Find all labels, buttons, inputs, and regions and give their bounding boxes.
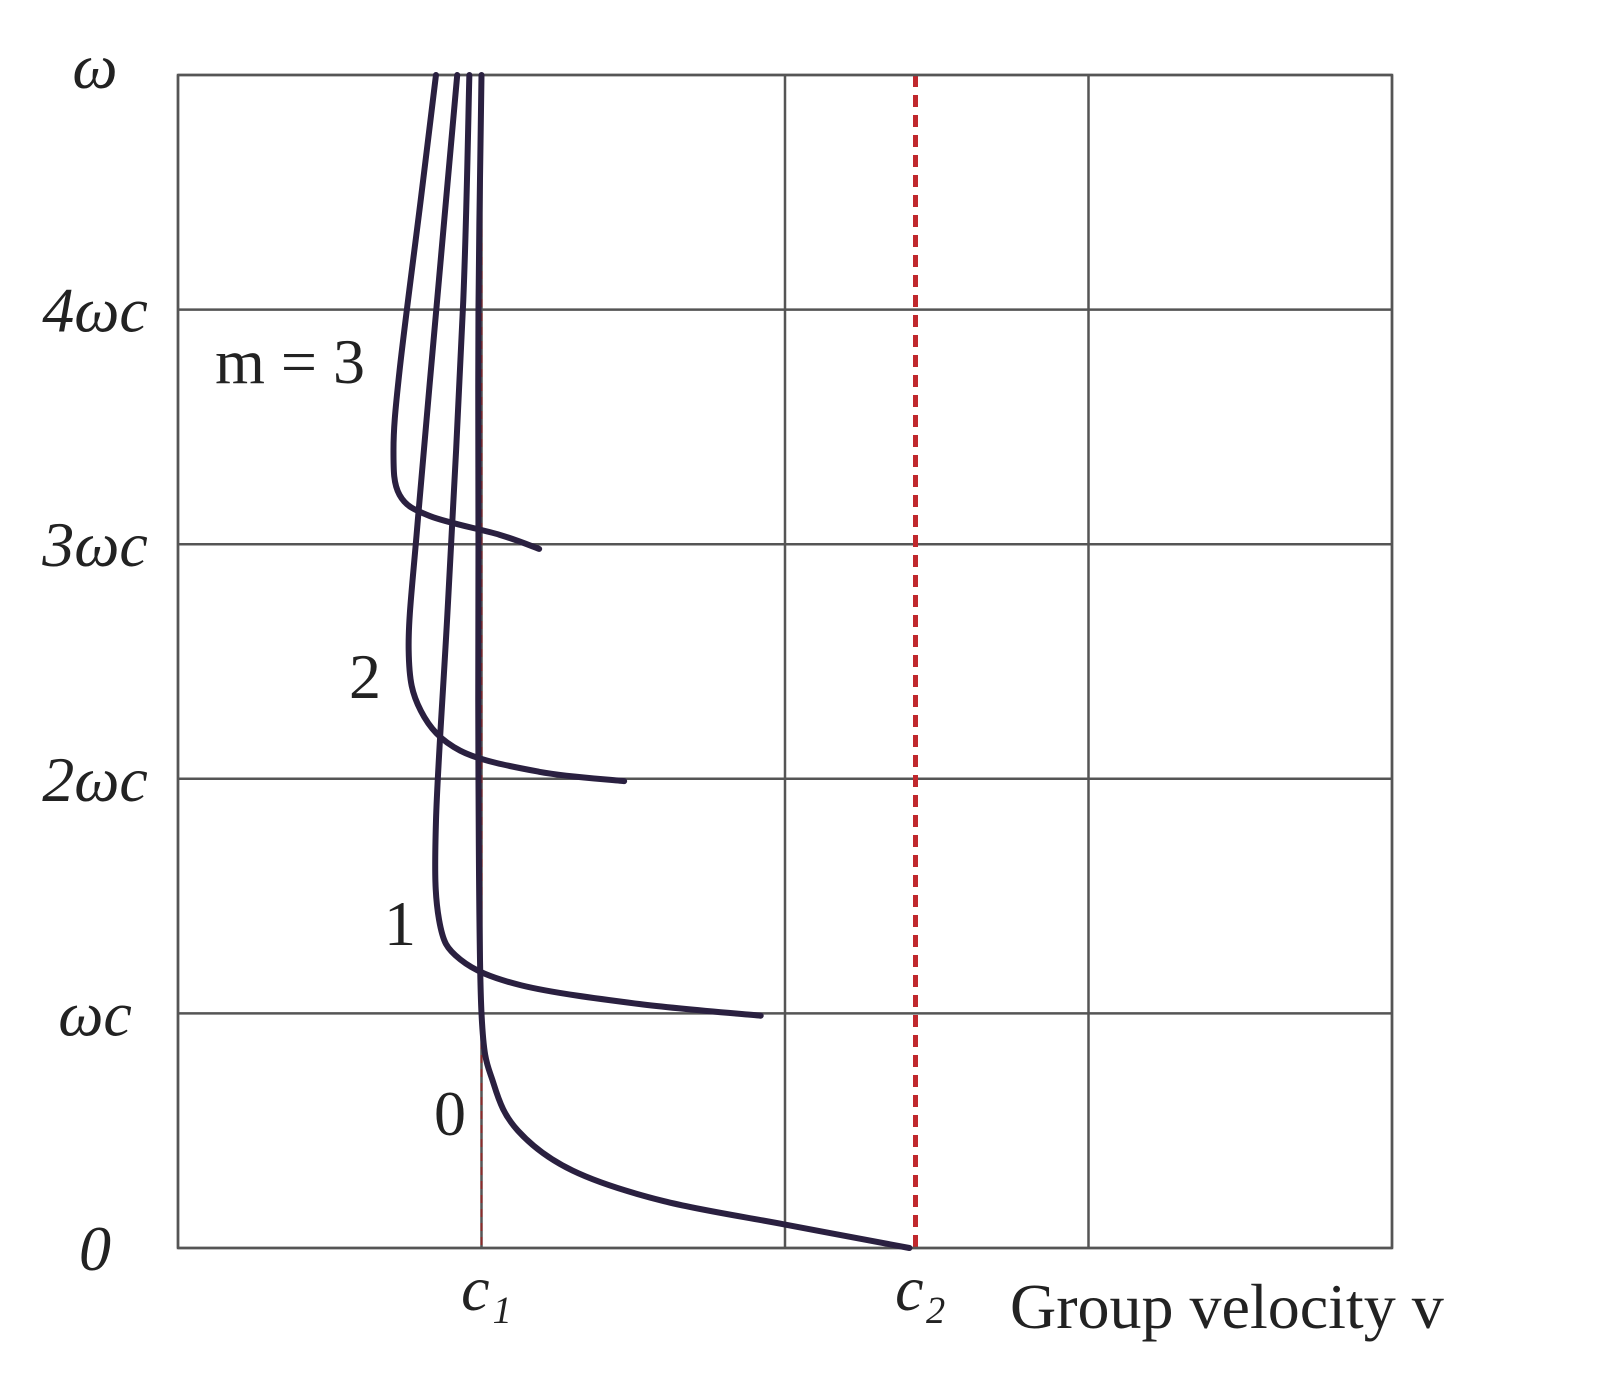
- y-tick-label: ωc: [58, 978, 132, 1049]
- curve: [432, 72, 764, 1019]
- curve-label: 2: [349, 641, 381, 712]
- y-tick-label: 4ωc: [42, 275, 148, 346]
- curve-label: 0: [434, 1078, 466, 1149]
- curve-label: 1: [384, 888, 416, 959]
- x-tick-label: c₁: [461, 1253, 512, 1324]
- plot-frame: [176, 73, 1394, 1250]
- y-tick-label: 3ωc: [41, 509, 148, 580]
- x-axis-label: Group velocity v: [1010, 1271, 1444, 1342]
- curve: [390, 72, 543, 552]
- curve-label: m = 3: [215, 326, 365, 397]
- y-tick-label: 2ωc: [42, 744, 148, 815]
- y-axis-label: ω: [72, 31, 117, 102]
- x-tick-label: c₂: [895, 1253, 946, 1324]
- curve: [405, 72, 628, 785]
- curve: [475, 72, 913, 1251]
- y-tick-label: 0: [79, 1213, 111, 1284]
